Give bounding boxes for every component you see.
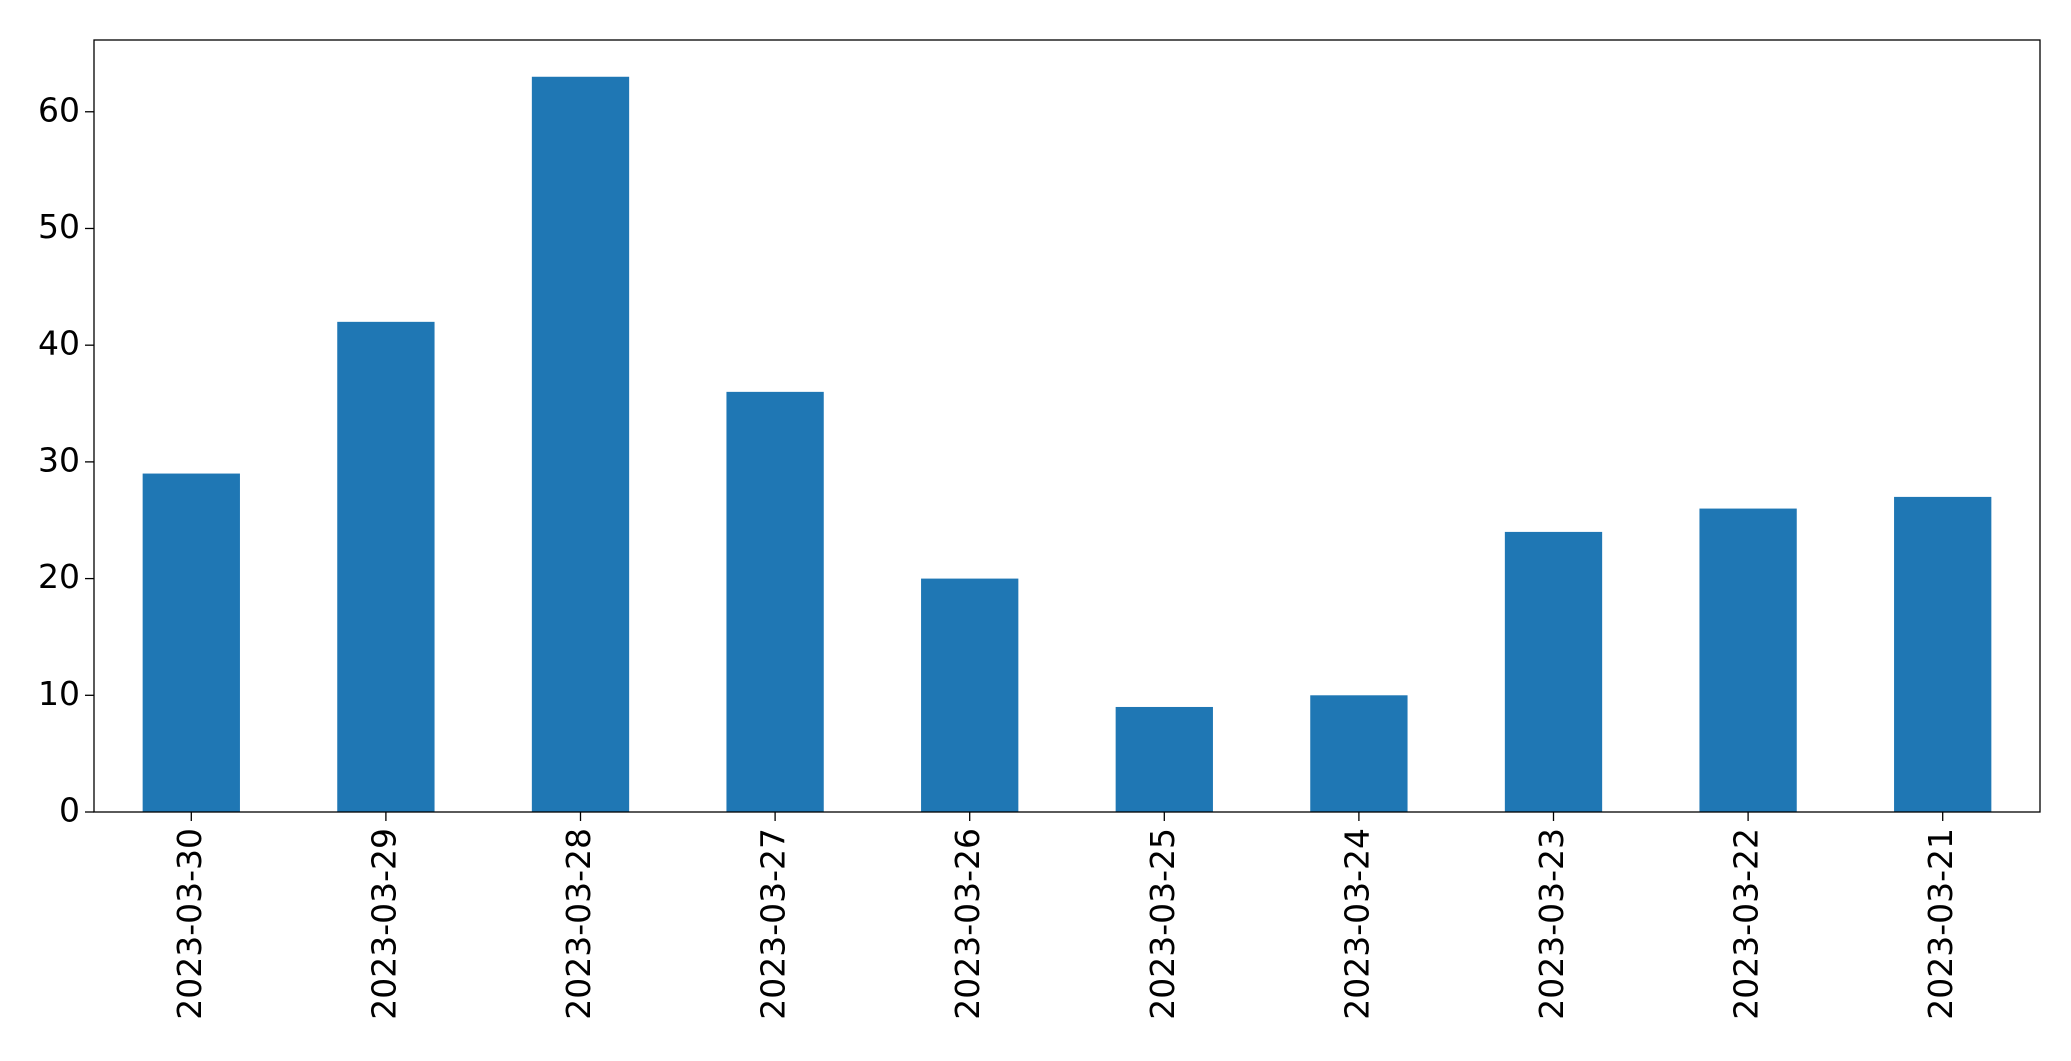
bar: [1115, 706, 1213, 812]
x-tick-label: 2023-03-28: [559, 828, 598, 1020]
y-tick-label: 20: [38, 557, 80, 596]
y-tick-label: 10: [38, 674, 80, 713]
x-tick-label: 2023-03-22: [1727, 828, 1766, 1020]
y-tick-label: 60: [38, 90, 80, 129]
bar: [1310, 695, 1408, 812]
x-tick-label: 2023-03-26: [948, 828, 987, 1020]
bar: [142, 473, 240, 812]
x-tick-label: 2023-03-27: [754, 828, 793, 1020]
x-tick-label: 2023-03-30: [170, 828, 209, 1020]
plot-frame: [93, 39, 2041, 813]
bar: [921, 578, 1019, 812]
bar: [726, 391, 824, 812]
bar: [1504, 531, 1603, 812]
x-tick-label: 2023-03-23: [1532, 828, 1571, 1020]
bar: [1894, 496, 1992, 812]
y-tick-label: 40: [38, 324, 80, 363]
bar: [531, 76, 630, 812]
bar: [1699, 508, 1797, 812]
x-tick-label: 2023-03-25: [1143, 828, 1182, 1020]
y-tick-label: 30: [38, 440, 80, 479]
bar: [337, 321, 435, 812]
y-tick-label: 50: [38, 207, 80, 246]
x-tick-label: 2023-03-29: [364, 828, 403, 1020]
y-tick-label: 0: [59, 791, 80, 830]
x-tick-label: 2023-03-21: [1921, 828, 1960, 1020]
x-tick-label: 2023-03-24: [1337, 828, 1376, 1020]
